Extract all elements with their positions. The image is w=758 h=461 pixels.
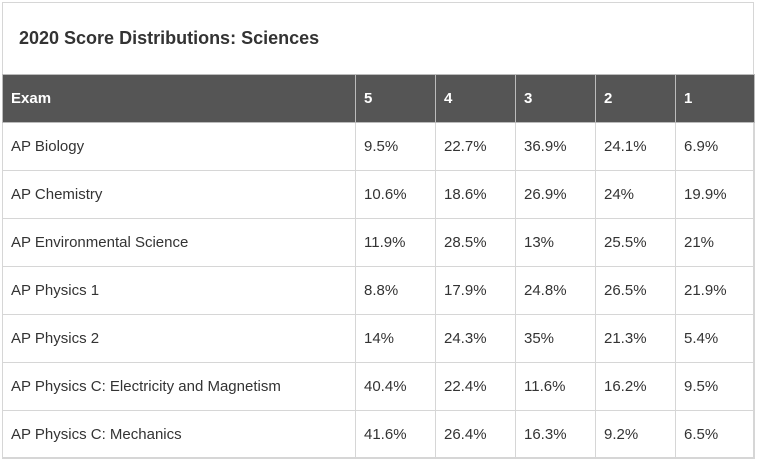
percent-cell: 16.2% — [595, 362, 676, 411]
table-row: AP Physics 2 14% 24.3% 35% 21.3% 5.4% — [2, 314, 755, 363]
header-cell: 4 — [435, 74, 516, 123]
percent-cell: 35% — [515, 314, 596, 363]
percent-cell: 6.5% — [675, 410, 755, 459]
percent-cell: 13% — [515, 218, 596, 267]
exam-cell: AP Physics 2 — [2, 314, 356, 363]
percent-cell: 11.9% — [355, 218, 436, 267]
percent-cell: 24.3% — [435, 314, 516, 363]
percent-cell: 36.9% — [515, 122, 596, 171]
percent-cell: 26.5% — [595, 266, 676, 315]
table-row: AP Environmental Science 11.9% 28.5% 13% 25.… — [2, 218, 755, 267]
percent-cell: 9.5% — [355, 122, 436, 171]
percent-cell: 21.9% — [675, 266, 755, 315]
percent-cell: 41.6% — [355, 410, 436, 459]
table-body: AP Biology 9.5% 22.7% 36.9% 24.1% 6.9% AP Chem… — [2, 122, 755, 459]
exam-cell: AP Physics C: Mechanics — [2, 410, 356, 459]
exam-cell: AP Environmental Science — [2, 218, 356, 267]
exam-cell: AP Physics 1 — [2, 266, 356, 315]
percent-cell: 17.9% — [435, 266, 516, 315]
percent-cell: 5.4% — [675, 314, 755, 363]
percent-cell: 22.4% — [435, 362, 516, 411]
percent-cell: 24.1% — [595, 122, 676, 171]
header-row: Exam 5 4 3 2 1 — [2, 74, 755, 123]
header-cell: 2 — [595, 74, 676, 123]
percent-cell: 10.6% — [355, 170, 436, 219]
table-row: AP Physics C: Mechanics 41.6% 26.4% 16.3% 9.… — [2, 410, 755, 459]
table-title: 2020 Score Distributions: Sciences — [19, 28, 320, 48]
percent-cell: 24.8% — [515, 266, 596, 315]
header-cell: 1 — [675, 74, 755, 123]
percent-cell: 19.9% — [675, 170, 755, 219]
header-cell: 3 — [515, 74, 596, 123]
percent-cell: 24% — [595, 170, 676, 219]
table-row: AP Physics C: Electricity and Magnetism 4… — [2, 362, 755, 411]
percent-cell: 26.9% — [515, 170, 596, 219]
percent-cell: 6.9% — [675, 122, 755, 171]
percent-cell: 22.7% — [435, 122, 516, 171]
score-table: Exam 5 4 3 2 1 AP Biology 9.5% 22.7% 36.9% 24.1% 6… — [2, 74, 755, 459]
percent-cell: 16.3% — [515, 410, 596, 459]
header-cell: Exam — [2, 74, 356, 123]
exam-cell: AP Chemistry — [2, 170, 356, 219]
percent-cell: 8.8% — [355, 266, 436, 315]
table-row: AP Physics 1 8.8% 17.9% 24.8% 26.5% 21.9% — [2, 266, 755, 315]
exam-cell: AP Biology — [2, 122, 356, 171]
percent-cell: 26.4% — [435, 410, 516, 459]
percent-cell: 14% — [355, 314, 436, 363]
percent-cell: 25.5% — [595, 218, 676, 267]
percent-cell: 9.5% — [675, 362, 755, 411]
percent-cell: 18.6% — [435, 170, 516, 219]
percent-cell: 21.3% — [595, 314, 676, 363]
percent-cell: 28.5% — [435, 218, 516, 267]
table-row: AP Biology 9.5% 22.7% 36.9% 24.1% 6.9% — [2, 122, 755, 171]
table-row: AP Chemistry 10.6% 18.6% 26.9% 24% 19.9% — [2, 170, 755, 219]
percent-cell: 9.2% — [595, 410, 676, 459]
percent-cell: 11.6% — [515, 362, 596, 411]
percent-cell: 40.4% — [355, 362, 436, 411]
header-cell: 5 — [355, 74, 436, 123]
exam-cell: AP Physics C: Electricity and Magnetism — [2, 362, 356, 411]
percent-cell: 21% — [675, 218, 755, 267]
